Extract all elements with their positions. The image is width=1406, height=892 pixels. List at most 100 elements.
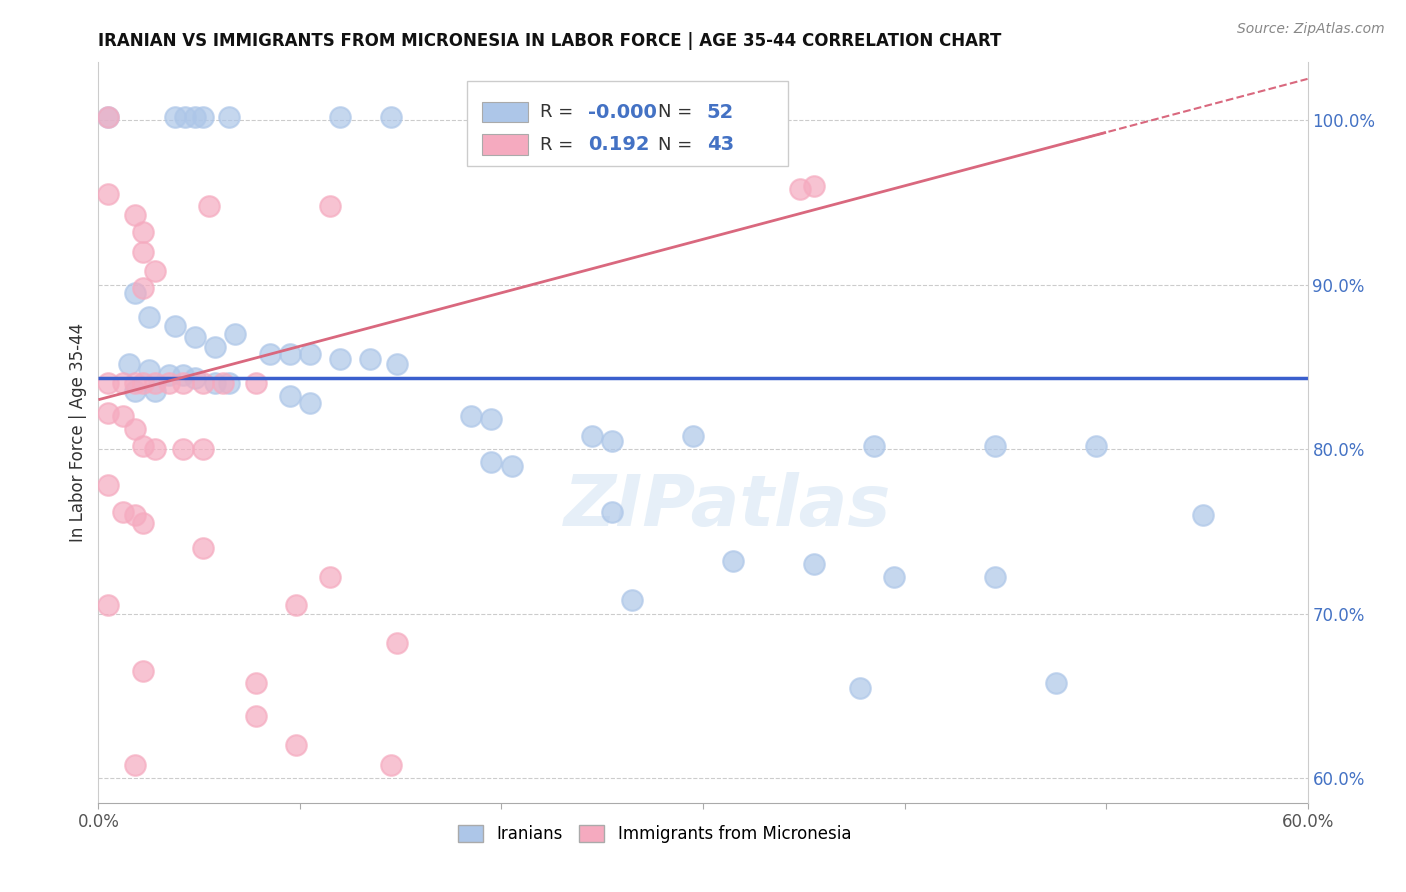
Point [621,593,644,607]
Point [460,409,482,424]
Point [132,225,155,239]
Point [1191,508,1213,522]
Text: 52: 52 [707,103,734,121]
Point [124,285,146,300]
Point [360,351,382,366]
Point [132,376,155,391]
Point [97,110,120,124]
Point [682,429,704,443]
Point [723,554,745,568]
Point [111,505,134,519]
Point [218,376,240,391]
Point [97,478,120,492]
Point [97,406,120,420]
Point [193,110,215,124]
Point [184,371,207,385]
Point [204,376,226,391]
Text: Source: ZipAtlas.com: Source: ZipAtlas.com [1237,22,1385,37]
Point [143,376,166,391]
Point [319,570,342,584]
Text: N =: N = [658,103,699,121]
Point [193,376,215,391]
Point [278,346,301,360]
Point [97,599,120,613]
Point [863,439,886,453]
Point [97,110,120,124]
Point [193,442,215,456]
Point [212,376,235,391]
Text: R =: R = [540,136,585,153]
Text: IRANIAN VS IMMIGRANTS FROM MICRONESIA IN LABOR FORCE | AGE 35-44 CORRELATION CHA: IRANIAN VS IMMIGRANTS FROM MICRONESIA IN… [98,32,1002,50]
Point [184,110,207,124]
Point [602,434,624,448]
Point [245,675,267,690]
Point [118,357,141,371]
Point [245,376,267,391]
Point [385,357,408,371]
Point [481,455,503,469]
Point [184,330,207,344]
Point [602,505,624,519]
Point [481,412,503,426]
Point [132,664,155,678]
Text: 0.192: 0.192 [588,135,650,154]
Point [124,758,146,772]
Point [849,681,872,695]
Point [157,376,180,391]
Point [172,376,194,391]
Point [124,209,146,223]
Point [111,409,134,424]
Point [138,363,160,377]
Point [172,368,194,382]
Point [143,442,166,456]
Point [329,351,352,366]
Point [132,439,155,453]
Point [581,429,603,443]
Point [789,182,811,196]
FancyBboxPatch shape [482,102,527,122]
Point [284,738,307,752]
Point [319,198,342,212]
Point [278,389,301,403]
Point [1045,675,1067,690]
Point [193,541,215,555]
Point [204,340,226,354]
Point [224,326,246,341]
Point [97,376,120,391]
Point [163,110,186,124]
Text: -0.000: -0.000 [588,103,657,121]
Point [803,558,825,572]
Point [143,264,166,278]
Point [124,422,146,436]
Point [883,570,905,584]
Text: ZIPatlas: ZIPatlas [564,472,891,541]
Point [803,178,825,193]
Point [218,110,240,124]
Point [174,110,197,124]
Y-axis label: In Labor Force | Age 35-44: In Labor Force | Age 35-44 [69,323,87,542]
Point [143,384,166,399]
Point [1085,439,1108,453]
Point [380,110,402,124]
Point [132,244,155,259]
Text: R =: R = [540,103,579,121]
Point [97,187,120,202]
Point [163,318,186,333]
Point [172,442,194,456]
Point [299,396,322,410]
Point [284,599,307,613]
Point [984,439,1007,453]
FancyBboxPatch shape [467,81,787,166]
Point [501,458,523,473]
Point [132,516,155,530]
Point [385,636,408,650]
Point [380,758,402,772]
Point [157,368,180,382]
Point [198,198,221,212]
Point [124,384,146,399]
Text: 43: 43 [707,135,734,154]
Point [124,376,146,391]
Legend: Iranians, Immigrants from Micronesia: Iranians, Immigrants from Micronesia [451,819,858,850]
Point [132,281,155,295]
Point [984,570,1007,584]
